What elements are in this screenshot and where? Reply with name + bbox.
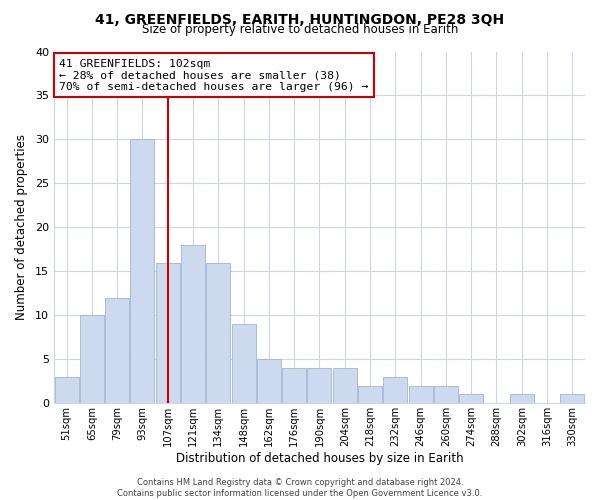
Bar [232,324,256,404]
Bar [383,377,407,404]
Bar [282,368,306,404]
X-axis label: Distribution of detached houses by size in Earith: Distribution of detached houses by size … [176,452,463,465]
Bar [510,394,534,404]
Bar [156,262,180,404]
Bar [459,394,483,404]
Bar [55,377,79,404]
Bar [105,298,129,404]
Text: 41, GREENFIELDS, EARITH, HUNTINGDON, PE28 3QH: 41, GREENFIELDS, EARITH, HUNTINGDON, PE2… [95,12,505,26]
Bar [409,386,433,404]
Text: Contains HM Land Registry data © Crown copyright and database right 2024.
Contai: Contains HM Land Registry data © Crown c… [118,478,482,498]
Text: Size of property relative to detached houses in Earith: Size of property relative to detached ho… [142,22,458,36]
Bar [130,140,154,404]
Bar [358,386,382,404]
Bar [307,368,331,404]
Bar [257,360,281,404]
Text: 41 GREENFIELDS: 102sqm
← 28% of detached houses are smaller (38)
70% of semi-det: 41 GREENFIELDS: 102sqm ← 28% of detached… [59,58,368,92]
Bar [560,394,584,404]
Bar [206,262,230,404]
Bar [80,316,104,404]
Y-axis label: Number of detached properties: Number of detached properties [15,134,28,320]
Bar [181,245,205,404]
Bar [333,368,357,404]
Bar [434,386,458,404]
